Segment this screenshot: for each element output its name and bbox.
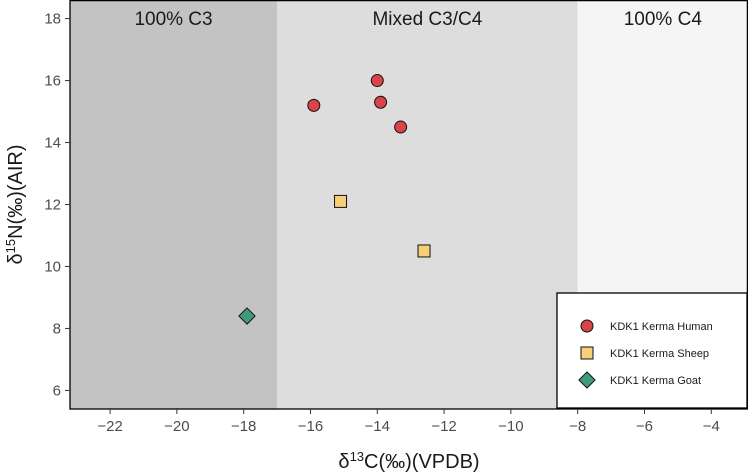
y-axis-title-rest: N(‰)(AIR): [5, 144, 27, 238]
legend-kdk1-kerma-sheep-marker: [580, 346, 594, 360]
legend: KDK1 Kerma Human KDK1 Kerma Sheep KDK1 Ker…: [556, 292, 748, 409]
x-axis-ticks: −22 −20 −18 −16 −14 −12 −10 −8 −6 −4: [97, 409, 720, 435]
kdk1-kerma-sheep-point: [417, 244, 431, 258]
y-tick-label: 10: [44, 258, 61, 275]
y-tick-label: 6: [53, 382, 61, 399]
x-tick-label: −20: [164, 418, 189, 435]
kdk1-kerma-human-point: [370, 74, 384, 88]
x-axis-title: δ13C(‰)(VPDB): [338, 449, 479, 474]
y-tick-label: 8: [53, 320, 61, 337]
x-tick-label: −4: [703, 418, 720, 435]
legend-kdk1-kerma-sheep-label: KDK1 Kerma Sheep: [610, 348, 709, 360]
x-axis-title-sup: 13: [350, 449, 364, 464]
y-tick-label: 16: [44, 73, 61, 90]
legend-kdk1-kerma-human-marker: [580, 319, 594, 333]
y-axis-title: δ15N(‰)(AIR): [3, 144, 28, 264]
kdk1-kerma-goat-point: [238, 307, 256, 325]
x-tick-label: −22: [97, 418, 122, 435]
x-axis-title-main: δ: [338, 451, 349, 473]
zone-label-100pct-c4: 100% C4: [624, 9, 703, 30]
y-tick-label: 14: [44, 135, 61, 152]
x-tick-label: −14: [365, 418, 390, 435]
kdk1-kerma-human-point: [307, 98, 321, 112]
legend-kdk1-kerma-human-label: KDK1 Kerma Human: [610, 321, 713, 333]
x-tick-label: −6: [636, 418, 653, 435]
data-points: [238, 74, 431, 325]
legend-kdk1-kerma-goat-label: KDK1 Kerma Goat: [610, 375, 701, 387]
x-tick-label: −16: [298, 418, 323, 435]
zone-label-mixed-c3-c4: Mixed C3/C4: [372, 9, 482, 30]
zone-mixed-c3-c4: [277, 0, 578, 409]
y-axis-title-main: δ: [5, 253, 27, 264]
kdk1-kerma-sheep-point: [334, 194, 348, 208]
legend-kdk1-kerma-goat-marker: [578, 371, 596, 389]
x-tick-label: −10: [498, 418, 523, 435]
x-tick-label: −12: [431, 418, 456, 435]
y-axis-ticks: 6 8 10 12 14 16 18: [44, 11, 70, 399]
zone-label-100pct-c3: 100% C3: [134, 9, 212, 30]
kdk1-kerma-human-point: [374, 95, 388, 109]
x-axis-title-rest: C(‰)(VPDB): [364, 451, 480, 473]
x-tick-label: −18: [231, 418, 256, 435]
y-tick-label: 18: [44, 11, 61, 28]
kdk1-kerma-human-point: [394, 120, 408, 134]
diet-zones: [70, 0, 748, 409]
x-tick-label: −8: [569, 418, 586, 435]
y-tick-label: 12: [44, 197, 61, 214]
zone-100pct-c3: [70, 0, 278, 409]
diet-zone-labels: 100% C3 Mixed C3/C4 100% C4: [134, 9, 702, 30]
y-axis-title-sup: 15: [3, 239, 18, 253]
